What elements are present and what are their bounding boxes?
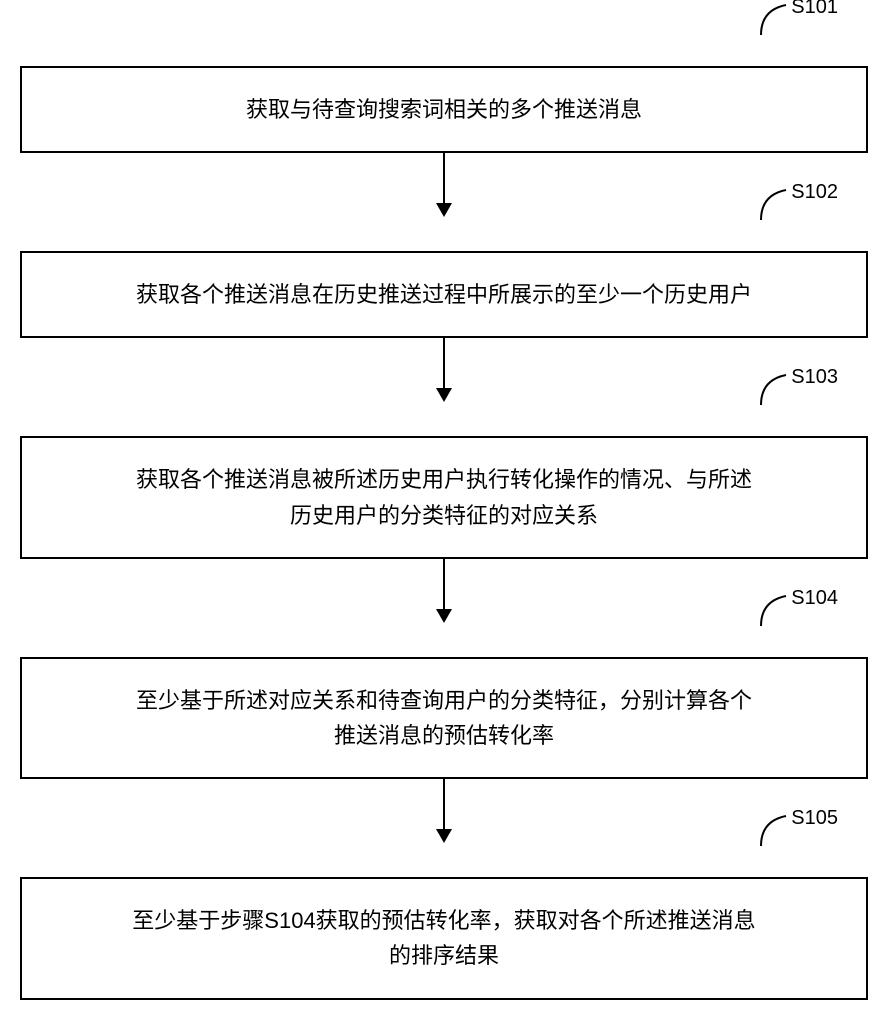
- flow-arrow: [443, 779, 445, 841]
- label-connector-curve: [756, 370, 796, 410]
- label-region: S105: [20, 841, 868, 877]
- step-wrapper-s101: S101 获取与待查询搜索词相关的多个推送消息: [20, 30, 868, 153]
- step-text: 获取与待查询搜索词相关的多个推送消息: [246, 92, 642, 127]
- flow-arrow: [443, 338, 445, 400]
- step-box-s105: 至少基于步骤S104获取的预估转化率，获取对各个所述推送消息 的排序结果: [20, 877, 868, 999]
- step-box-s103: 获取各个推送消息被所述历史用户执行转化操作的情况、与所述 历史用户的分类特征的对…: [20, 436, 868, 558]
- step-wrapper-s103: S103 获取各个推送消息被所述历史用户执行转化操作的情况、与所述 历史用户的分…: [20, 400, 868, 558]
- step-label: S105: [791, 807, 838, 830]
- step-text: 至少基于所述对应关系和待查询用户的分类特征，分别计算各个 推送消息的预估转化率: [136, 683, 752, 753]
- step-box-s101: 获取与待查询搜索词相关的多个推送消息: [20, 66, 868, 153]
- step-wrapper-s102: S102 获取各个推送消息在历史推送过程中所展示的至少一个历史用户: [20, 215, 868, 338]
- step-text: 至少基于步骤S104获取的预估转化率，获取对各个所述推送消息 的排序结果: [132, 903, 755, 973]
- step-text: 获取各个推送消息被所述历史用户执行转化操作的情况、与所述 历史用户的分类特征的对…: [136, 462, 752, 532]
- step-box-s104: 至少基于所述对应关系和待查询用户的分类特征，分别计算各个 推送消息的预估转化率: [20, 657, 868, 779]
- label-connector-curve: [756, 591, 796, 631]
- label-region: S102: [20, 215, 868, 251]
- step-label: S101: [791, 0, 838, 19]
- flow-arrow: [443, 559, 445, 621]
- step-text: 获取各个推送消息在历史推送过程中所展示的至少一个历史用户: [136, 277, 752, 312]
- step-label: S103: [791, 366, 838, 389]
- step-box-s102: 获取各个推送消息在历史推送过程中所展示的至少一个历史用户: [20, 251, 868, 338]
- label-connector-curve: [756, 0, 796, 40]
- label-region: S101: [20, 30, 868, 66]
- flowchart-container: S101 获取与待查询搜索词相关的多个推送消息 S102 获取各个推送消息在历史…: [20, 30, 868, 1000]
- step-wrapper-s104: S104 至少基于所述对应关系和待查询用户的分类特征，分别计算各个 推送消息的预…: [20, 621, 868, 779]
- step-wrapper-s105: S105 至少基于步骤S104获取的预估转化率，获取对各个所述推送消息 的排序结…: [20, 841, 868, 999]
- label-connector-curve: [756, 185, 796, 225]
- label-region: S104: [20, 621, 868, 657]
- label-region: S103: [20, 400, 868, 436]
- flow-arrow: [443, 153, 445, 215]
- step-label: S102: [791, 181, 838, 204]
- label-connector-curve: [756, 811, 796, 851]
- step-label: S104: [791, 587, 838, 610]
